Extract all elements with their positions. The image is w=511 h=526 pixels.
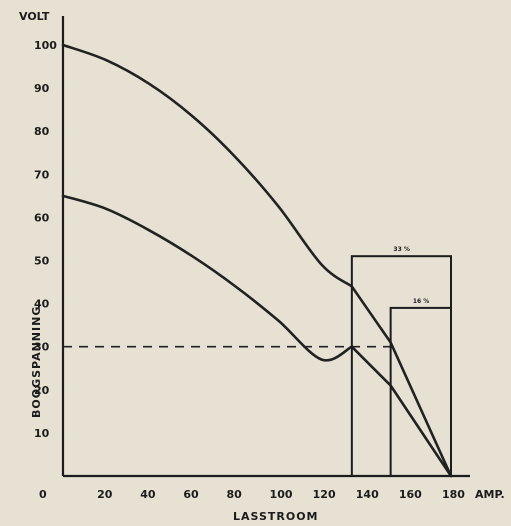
series-2-point — [234, 285, 237, 288]
y-tick-label: 10 — [34, 427, 50, 440]
series-2-point — [62, 195, 64, 197]
x-tick-label: 180 — [442, 488, 465, 501]
series-2-point — [148, 229, 151, 232]
x-tick-label: 60 — [183, 488, 199, 501]
x-tick-label: 20 — [97, 488, 113, 501]
series-2-point — [105, 207, 107, 210]
y-tick-label: 70 — [34, 168, 50, 181]
x-tick-label: 140 — [356, 488, 379, 501]
series-1-point — [62, 44, 64, 46]
chart-texts: 10 20 30 40 50 60 70 80 90 100 0 20 40 60 80 100 120 140 1… — [19, 10, 505, 523]
y-tick-label: 40 — [34, 298, 50, 311]
percent-box-label: 33 % — [393, 246, 409, 253]
y-tick-label: 60 — [34, 211, 50, 224]
x-tick-label: 80 — [226, 488, 242, 501]
series-1-point — [320, 264, 323, 266]
percent-box-2 — [389, 306, 452, 477]
x-tick-label: 40 — [140, 488, 156, 501]
y-tick-label: 90 — [34, 82, 50, 95]
chart-marks — [61, 43, 453, 478]
x-tick-label: 160 — [399, 488, 422, 501]
x-axis-title: LASSTROOM — [233, 510, 319, 523]
series-1-point — [148, 82, 151, 85]
series-2-curve — [61, 194, 453, 478]
series-2-point — [277, 320, 280, 322]
y-tick-label: 30 — [34, 341, 50, 354]
percent-box-label: 16 % — [413, 298, 429, 305]
series-2-point — [191, 255, 194, 257]
y-tick-label: 50 — [34, 255, 50, 268]
y-tick-label: 20 — [34, 384, 50, 397]
series-1-point — [191, 115, 194, 117]
x-tick-label: 120 — [313, 488, 336, 501]
series-1-point — [277, 205, 280, 208]
x-tick-label: 100 — [270, 488, 293, 501]
x-unit-label: AMP. — [475, 488, 505, 501]
series-2-point — [320, 358, 323, 361]
series-1-point — [105, 59, 107, 61]
x-tick-label: 0 — [39, 488, 47, 501]
y-axis-title: BOOGSPANNING — [30, 306, 43, 418]
y-tick-label: 100 — [34, 39, 57, 52]
y-unit-label: VOLT — [19, 10, 50, 23]
y-tick-label: 80 — [34, 125, 50, 138]
series-1-curve — [61, 43, 453, 478]
series-1-point — [234, 156, 237, 158]
